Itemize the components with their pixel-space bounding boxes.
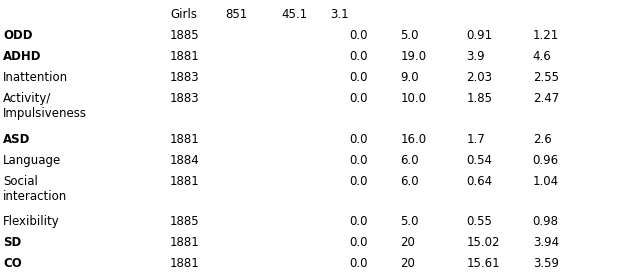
Text: 0.0: 0.0 bbox=[349, 29, 368, 42]
Text: 1.21: 1.21 bbox=[533, 29, 559, 42]
Text: 0.55: 0.55 bbox=[467, 215, 493, 228]
Text: SD: SD bbox=[3, 236, 22, 249]
Text: 1881: 1881 bbox=[170, 50, 200, 63]
Text: Girls: Girls bbox=[170, 8, 197, 21]
Text: Inattention: Inattention bbox=[3, 71, 68, 84]
Text: 0.0: 0.0 bbox=[349, 154, 368, 167]
Text: 3.1: 3.1 bbox=[331, 8, 349, 21]
Text: 19.0: 19.0 bbox=[400, 50, 426, 63]
Text: 15.02: 15.02 bbox=[467, 236, 500, 249]
Text: 0.98: 0.98 bbox=[533, 215, 559, 228]
Text: 20: 20 bbox=[400, 236, 415, 249]
Text: 0.54: 0.54 bbox=[467, 154, 493, 167]
Text: 1881: 1881 bbox=[170, 236, 200, 249]
Text: ADHD: ADHD bbox=[3, 50, 41, 63]
Text: 0.0: 0.0 bbox=[349, 215, 368, 228]
Text: 6.0: 6.0 bbox=[400, 154, 419, 167]
Text: 1881: 1881 bbox=[170, 175, 200, 188]
Text: 9.0: 9.0 bbox=[400, 71, 419, 84]
Text: ASD: ASD bbox=[3, 133, 30, 146]
Text: 0.91: 0.91 bbox=[467, 29, 493, 42]
Text: 0.0: 0.0 bbox=[349, 133, 368, 146]
Text: 1883: 1883 bbox=[170, 71, 200, 84]
Text: 0.0: 0.0 bbox=[349, 92, 368, 105]
Text: 2.03: 2.03 bbox=[467, 71, 493, 84]
Text: 3.94: 3.94 bbox=[533, 236, 559, 249]
Text: 1883: 1883 bbox=[170, 92, 200, 105]
Text: 1.04: 1.04 bbox=[533, 175, 559, 188]
Text: 4.6: 4.6 bbox=[533, 50, 551, 63]
Text: 5.0: 5.0 bbox=[400, 29, 419, 42]
Text: 1881: 1881 bbox=[170, 257, 200, 270]
Text: 2.6: 2.6 bbox=[533, 133, 551, 146]
Text: 1.7: 1.7 bbox=[467, 133, 485, 146]
Text: 6.0: 6.0 bbox=[400, 175, 419, 188]
Text: 15.61: 15.61 bbox=[467, 257, 500, 270]
Text: Language: Language bbox=[3, 154, 61, 167]
Text: 16.0: 16.0 bbox=[400, 133, 426, 146]
Text: 10.0: 10.0 bbox=[400, 92, 426, 105]
Text: 1884: 1884 bbox=[170, 154, 200, 167]
Text: 1885: 1885 bbox=[170, 29, 200, 42]
Text: 0.0: 0.0 bbox=[349, 175, 368, 188]
Text: 2.47: 2.47 bbox=[533, 92, 559, 105]
Text: 1.85: 1.85 bbox=[467, 92, 493, 105]
Text: 0.0: 0.0 bbox=[349, 257, 368, 270]
Text: Activity/
Impulsiveness: Activity/ Impulsiveness bbox=[3, 92, 87, 120]
Text: 851: 851 bbox=[226, 8, 248, 21]
Text: 1881: 1881 bbox=[170, 133, 200, 146]
Text: 5.0: 5.0 bbox=[400, 215, 419, 228]
Text: 0.0: 0.0 bbox=[349, 236, 368, 249]
Text: 1885: 1885 bbox=[170, 215, 200, 228]
Text: 2.55: 2.55 bbox=[533, 71, 559, 84]
Text: 0.0: 0.0 bbox=[349, 71, 368, 84]
Text: Flexibility: Flexibility bbox=[3, 215, 60, 228]
Text: 0.96: 0.96 bbox=[533, 154, 559, 167]
Text: 45.1: 45.1 bbox=[281, 8, 307, 21]
Text: 0.64: 0.64 bbox=[467, 175, 493, 188]
Text: CO: CO bbox=[3, 257, 22, 270]
Text: 20: 20 bbox=[400, 257, 415, 270]
Text: 3.9: 3.9 bbox=[467, 50, 485, 63]
Text: 0.0: 0.0 bbox=[349, 50, 368, 63]
Text: ODD: ODD bbox=[3, 29, 33, 42]
Text: Social
interaction: Social interaction bbox=[3, 175, 67, 203]
Text: 3.59: 3.59 bbox=[533, 257, 559, 270]
